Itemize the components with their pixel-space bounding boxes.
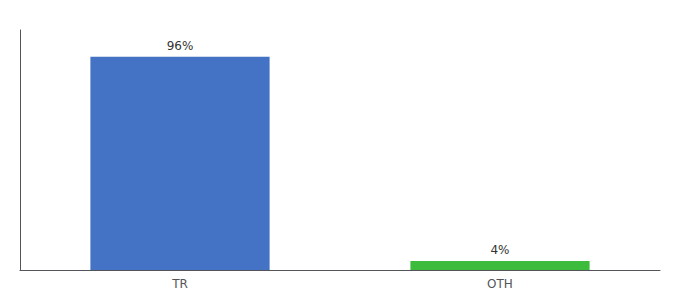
- svg-text:TR: TR: [171, 277, 188, 291]
- svg-text:4%: 4%: [490, 243, 509, 257]
- svg-text:96%: 96%: [167, 39, 194, 53]
- svg-text:OTH: OTH: [487, 277, 513, 291]
